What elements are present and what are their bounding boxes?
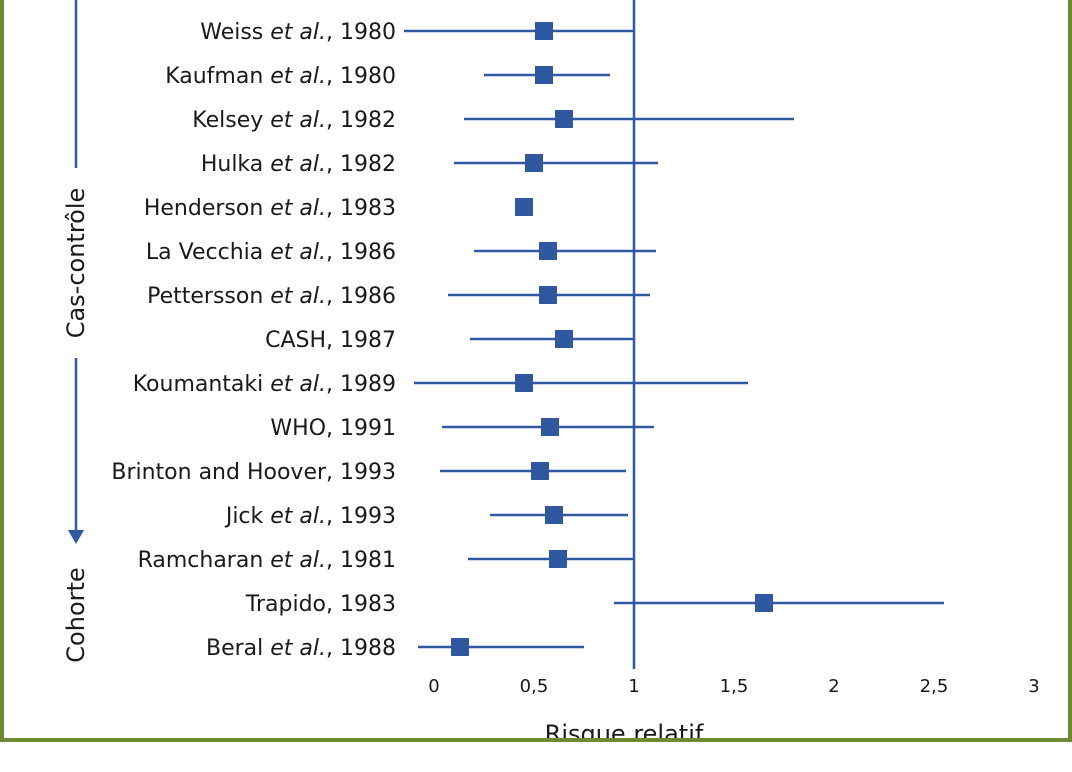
study-label-pre: Beral (206, 636, 270, 661)
study-label: Kaufman et al., 1980 (165, 64, 396, 89)
study-label-post: , 1988 (326, 636, 396, 661)
study-label-etal: et al. (270, 240, 326, 265)
study-label-pre: Brinton and Hoover, 1993 (111, 460, 396, 485)
rr-marker (555, 330, 573, 348)
rr-marker (525, 154, 543, 172)
study-label-post: , 1983 (326, 196, 396, 221)
study-label-etal: et al. (270, 20, 326, 45)
x-axis: 0 0,5 1 1,5 2 2,5 3 Risque relatif (428, 676, 1039, 738)
study-label-etal: et al. (270, 372, 326, 397)
rr-marker (755, 594, 773, 612)
x-tick-label: 2 (828, 676, 839, 697)
rr-marker (545, 506, 563, 524)
study-label-post: , 1980 (326, 64, 396, 89)
study-label: Kelsey et al., 1982 (192, 108, 396, 133)
study-label-etal: et al. (270, 504, 326, 529)
x-tick-label: 1 (628, 676, 639, 697)
study-row: Jick et al., 1993 (224, 504, 628, 529)
study-label-pre: Ramcharan (138, 548, 271, 573)
study-label-pre: Weiss (200, 20, 270, 45)
study-label: Beral et al., 1988 (206, 636, 396, 661)
study-row: Henderson et al., 1983 (144, 196, 533, 221)
study-label-etal: et al. (270, 152, 326, 177)
study-label: WHO, 1991 (270, 416, 396, 441)
study-label-pre: Trapido, 1983 (245, 592, 396, 617)
study-row: Kelsey et al., 1982 (192, 108, 794, 133)
study-row: Hulka et al., 1982 (201, 152, 658, 177)
study-label: CASH, 1987 (265, 328, 396, 353)
study-label-pre: Hulka (201, 152, 270, 177)
study-label: Koumantaki et al., 1989 (133, 372, 396, 397)
study-label-pre: Koumantaki (133, 372, 271, 397)
study-label: Brinton and Hoover, 1993 (111, 460, 396, 485)
study-label-post: , 1986 (326, 284, 396, 309)
x-axis-title: Risque relatif (545, 720, 704, 738)
study-row: Ramcharan et al., 1981 (138, 548, 634, 573)
study-label: Pettersson et al., 1986 (147, 284, 396, 309)
study-row: Koumantaki et al., 1989 (133, 372, 748, 397)
rr-marker (515, 374, 533, 392)
rr-marker (549, 550, 567, 568)
study-label-pre: Pettersson (147, 284, 270, 309)
study-label-etal: et al. (270, 64, 326, 89)
study-label-pre: WHO, 1991 (270, 416, 396, 441)
group-label: Cohorte (62, 567, 90, 662)
study-label-pre: Kaufman (165, 64, 270, 89)
study-row: WHO, 1991 (270, 416, 654, 441)
study-label-etal: et al. (270, 196, 326, 221)
study-row: Kaufman et al., 1980 (165, 64, 610, 89)
study-label-etal: et al. (270, 284, 326, 309)
study-row: Weiss et al., 1980 (200, 20, 634, 45)
study-label-etal: et al. (270, 548, 326, 573)
study-label-post: , 1989 (326, 372, 396, 397)
rr-marker (539, 286, 557, 304)
study-label: La Vecchia et al., 1986 (146, 240, 396, 265)
study-row: Brinton and Hoover, 1993 (111, 460, 626, 485)
rr-marker (531, 462, 549, 480)
study-row: Trapido, 1983 (245, 592, 944, 617)
study-label-etal: et al. (270, 108, 326, 133)
group-indicator: Cas-contrôle Cohorte (62, 0, 90, 663)
study-row: La Vecchia et al., 1986 (146, 240, 656, 265)
x-tick-label: 0 (428, 676, 439, 697)
x-tick-label: 3 (1028, 676, 1039, 697)
study-row: Beral et al., 1988 (206, 636, 584, 661)
study-label: Ramcharan et al., 1981 (138, 548, 396, 573)
group-label: Cas-contrôle (62, 188, 90, 339)
x-tick-label: 1,5 (720, 676, 749, 697)
study-row: Pettersson et al., 1986 (147, 284, 650, 309)
rr-marker (535, 22, 553, 40)
study-label-pre: CASH, 1987 (265, 328, 396, 353)
study-label-post: , 1986 (326, 240, 396, 265)
study-label-pre: La Vecchia (146, 240, 270, 265)
rr-marker (541, 418, 559, 436)
figure-frame: Cas-contrôle Cohorte Weiss et al., 1980 Ka… (0, 0, 1072, 742)
study-label: Weiss et al., 1980 (200, 20, 396, 45)
rr-marker (515, 198, 533, 216)
study-label: Hulka et al., 1982 (201, 152, 396, 177)
study-label-post: , 1982 (326, 152, 396, 177)
study-label-post: , 1980 (326, 20, 396, 45)
rr-marker (451, 638, 469, 656)
study-label-pre: Henderson (144, 196, 270, 221)
study-label-post: , 1982 (326, 108, 396, 133)
study-label: Henderson et al., 1983 (144, 196, 396, 221)
x-tick-label: 0,5 (520, 676, 549, 697)
study-label-pre: Jick (224, 504, 270, 529)
x-tick-label: 2,5 (920, 676, 949, 697)
arrow-down-icon (68, 530, 84, 544)
study-label-post: , 1993 (326, 504, 396, 529)
rr-marker (539, 242, 557, 260)
study-row: CASH, 1987 (265, 328, 634, 353)
rr-marker (535, 66, 553, 84)
study-label: Jick et al., 1993 (224, 504, 396, 529)
study-label-pre: Kelsey (192, 108, 270, 133)
rr-marker (555, 110, 573, 128)
study-label: Trapido, 1983 (245, 592, 396, 617)
study-label-etal: et al. (270, 636, 326, 661)
study-label-post: , 1981 (326, 548, 396, 573)
